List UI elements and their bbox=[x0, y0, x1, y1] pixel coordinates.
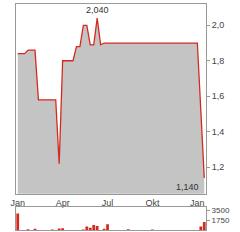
svg-text:Jan: Jan bbox=[10, 198, 25, 208]
svg-text:1,6: 1,6 bbox=[212, 91, 225, 101]
svg-text:Jul: Jul bbox=[102, 198, 114, 208]
svg-text:1,4: 1,4 bbox=[212, 127, 225, 137]
svg-text:2,040: 2,040 bbox=[86, 5, 109, 15]
svg-text:1,140: 1,140 bbox=[176, 182, 199, 192]
svg-text:1750: 1750 bbox=[212, 216, 230, 225]
svg-text:Apr: Apr bbox=[56, 198, 70, 208]
svg-text:Okt: Okt bbox=[145, 198, 160, 208]
svg-text:1,2: 1,2 bbox=[212, 162, 225, 172]
svg-text:1,8: 1,8 bbox=[212, 56, 225, 66]
svg-text:2,0: 2,0 bbox=[212, 20, 225, 30]
svg-text:Jan: Jan bbox=[190, 198, 205, 208]
svg-text:3500: 3500 bbox=[212, 206, 230, 215]
